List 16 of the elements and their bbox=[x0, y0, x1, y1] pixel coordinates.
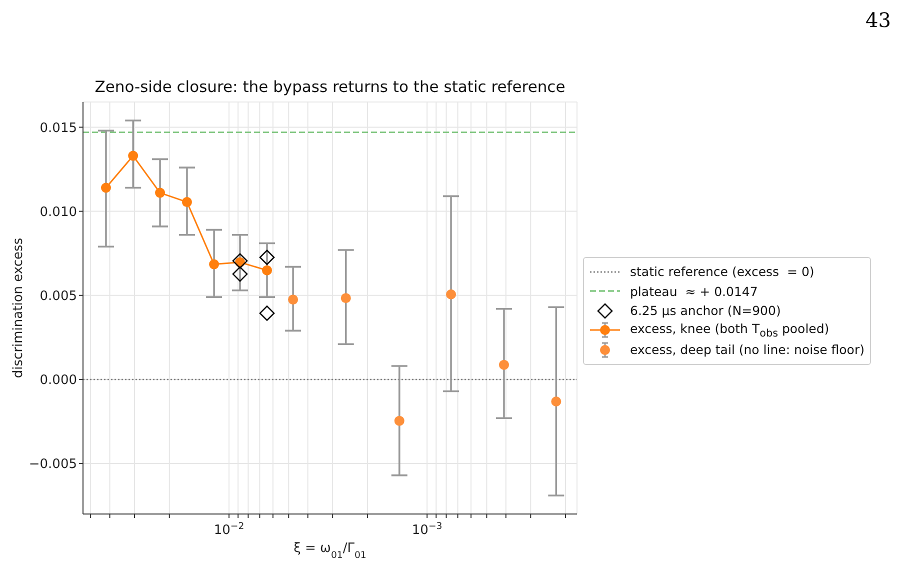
y-axis-title: discrimination excess bbox=[11, 238, 26, 378]
legend-label: 6.25 µs anchor (N=900) bbox=[630, 303, 781, 318]
y-tick-label: 0.000 bbox=[40, 373, 77, 388]
x-axis-title: ξ = ω$_{01}$/Γ$_{01}$ bbox=[294, 541, 366, 560]
legend-label: plateau ≈ + 0.0147 bbox=[630, 284, 758, 299]
y-tick-label: −0.005 bbox=[28, 457, 77, 472]
legend-label: excess, knee (both T$_{obs}$ pooled) bbox=[630, 321, 830, 340]
text: 43 bbox=[866, 8, 891, 32]
legend-label: excess, deep tail (no line: noise floor) bbox=[630, 342, 864, 358]
y-tick-label: 0.010 bbox=[40, 204, 77, 220]
legend-label: static reference (excess = 0) bbox=[630, 264, 814, 280]
x-tick-label: 10$^{−3}$ bbox=[412, 520, 442, 538]
y-tick-label: 0.015 bbox=[40, 120, 77, 136]
x-tick-label: 10$^{−2}$ bbox=[214, 520, 244, 538]
y-tick-label: 0.005 bbox=[40, 289, 77, 304]
chart-title: Zeno-side closure: the bypass returns to the static reference bbox=[94, 78, 566, 96]
